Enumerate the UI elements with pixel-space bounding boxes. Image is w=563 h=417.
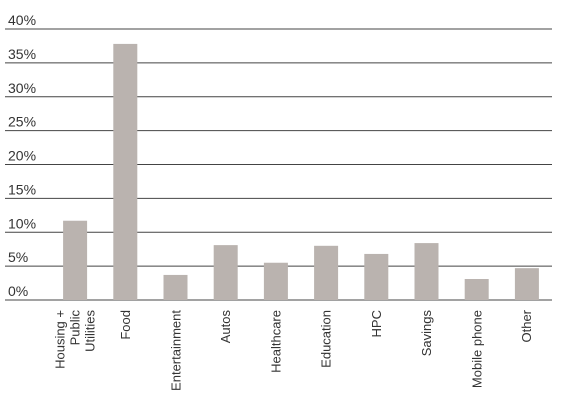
x-tick-label: Savings: [419, 310, 434, 357]
bar: [163, 274, 188, 300]
x-tick-label: Entertainment: [168, 310, 183, 391]
x-tick-label: Housing + Public Utilities: [52, 310, 98, 369]
x-tick-label: Mobile phone: [469, 310, 485, 389]
bar: [63, 220, 88, 300]
x-tick-label: Other: [519, 310, 535, 343]
x-tick-label: Education: [318, 310, 334, 368]
bar: [263, 262, 288, 300]
y-tick-label: 20%: [8, 148, 36, 164]
y-tick-label: 5%: [8, 249, 28, 265]
x-tick-label: HPC: [368, 310, 384, 338]
y-tick-label: 10%: [8, 215, 36, 231]
y-tick-label: 40%: [8, 12, 36, 28]
bar: [514, 268, 539, 300]
x-tick-label: Autos: [218, 310, 234, 344]
bar: [113, 43, 138, 300]
bar: [314, 245, 339, 300]
y-tick-label: 25%: [8, 114, 36, 130]
bar: [213, 245, 238, 300]
y-tick-label: 35%: [8, 46, 36, 62]
bar: [464, 278, 489, 300]
bar: [364, 253, 389, 300]
x-tick-label: Food: [117, 310, 133, 340]
bar: [414, 243, 439, 300]
y-tick-label: 15%: [8, 181, 36, 197]
y-tick-label: 30%: [8, 80, 36, 96]
x-tick-label: Healthcare: [268, 310, 284, 373]
y-tick-label: 0%: [8, 283, 28, 299]
